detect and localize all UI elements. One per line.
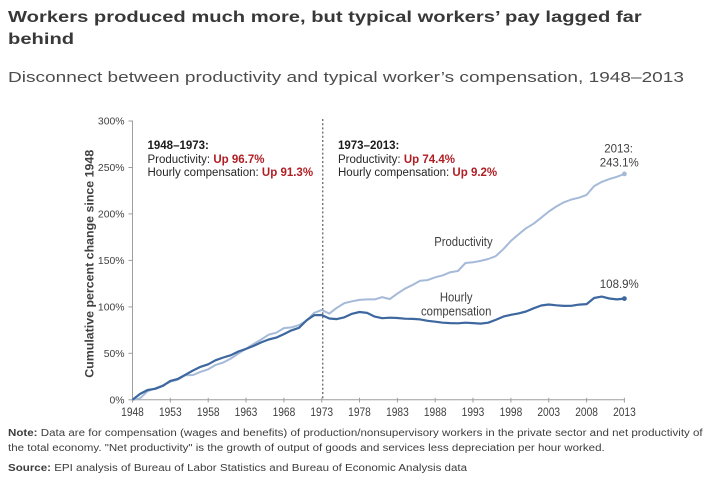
svg-text:1978: 1978 xyxy=(348,406,371,419)
svg-text:Cumulative percent change sinc: Cumulative percent change since 1948 xyxy=(83,149,97,377)
svg-text:Productivity: Productivity xyxy=(434,234,493,249)
svg-text:150%: 150% xyxy=(98,256,125,267)
svg-text:108.9%: 108.9% xyxy=(600,279,639,291)
svg-text:2013: 2013 xyxy=(613,406,636,419)
svg-text:1983: 1983 xyxy=(386,406,409,419)
svg-text:compensation: compensation xyxy=(421,304,491,319)
svg-text:100%: 100% xyxy=(98,303,125,314)
svg-text:1968: 1968 xyxy=(273,406,296,419)
svg-text:243.1%: 243.1% xyxy=(600,158,639,170)
svg-text:2008: 2008 xyxy=(575,406,598,419)
svg-text:1973: 1973 xyxy=(310,406,333,419)
svg-text:2003: 2003 xyxy=(537,406,560,419)
svg-text:1953: 1953 xyxy=(159,406,182,419)
svg-text:Hourly: Hourly xyxy=(440,290,473,305)
svg-text:1998: 1998 xyxy=(500,406,523,419)
svg-text:0%: 0% xyxy=(109,395,124,406)
svg-text:300%: 300% xyxy=(98,117,125,128)
svg-text:200%: 200% xyxy=(98,210,125,221)
svg-text:250%: 250% xyxy=(98,163,125,174)
svg-text:1993: 1993 xyxy=(462,406,485,419)
svg-text:2013:: 2013: xyxy=(604,144,633,156)
svg-text:1958: 1958 xyxy=(197,406,220,419)
svg-text:1948: 1948 xyxy=(121,406,144,419)
svg-text:50%: 50% xyxy=(104,349,125,360)
svg-text:1963: 1963 xyxy=(235,406,258,419)
svg-text:1988: 1988 xyxy=(424,406,447,419)
